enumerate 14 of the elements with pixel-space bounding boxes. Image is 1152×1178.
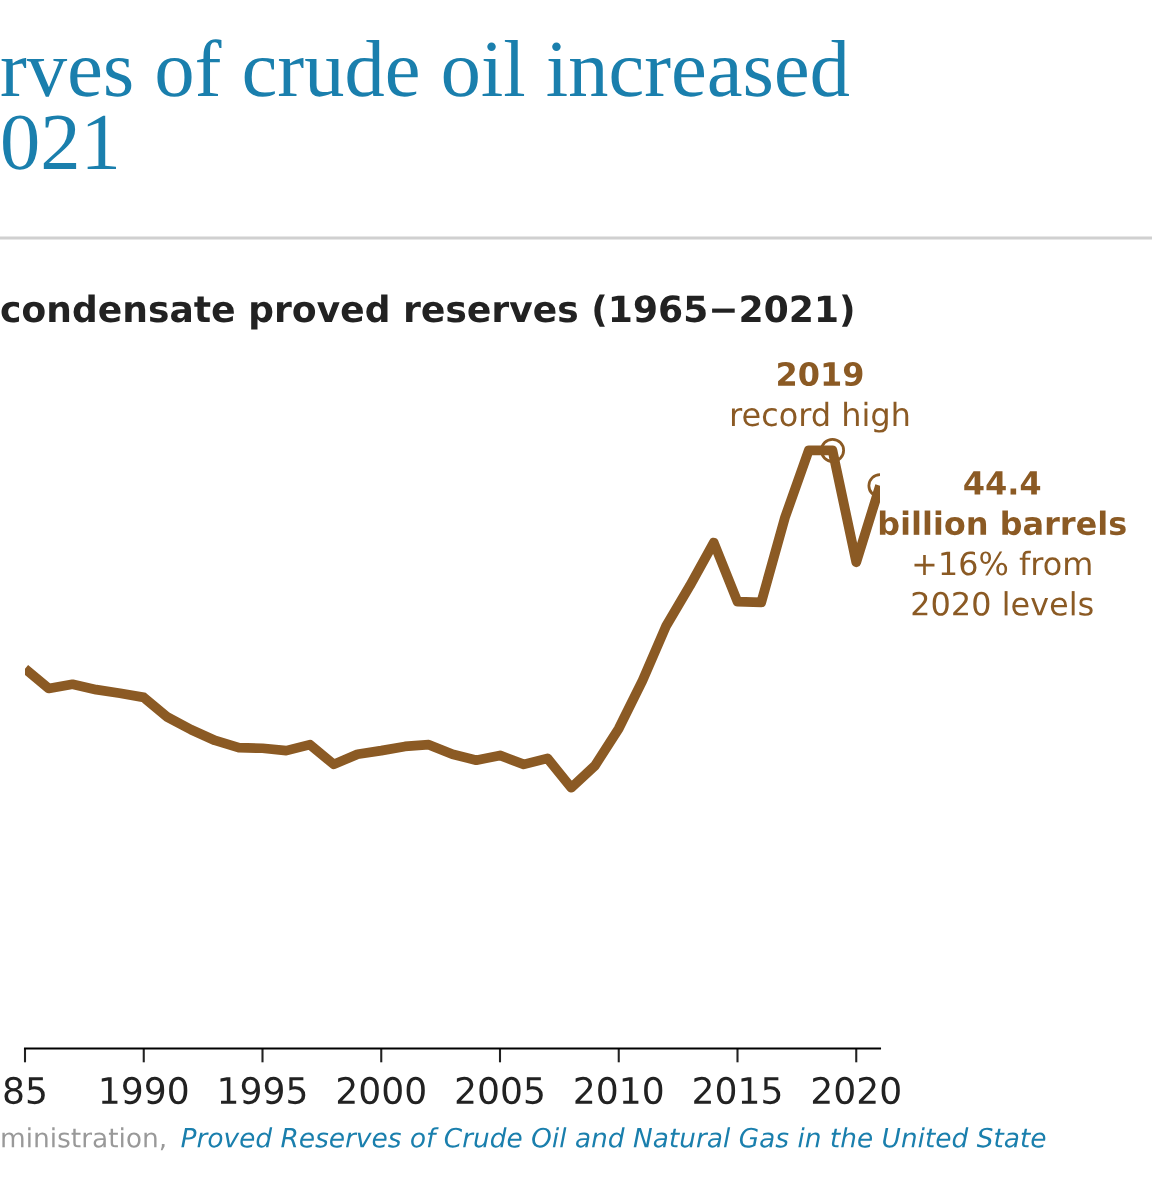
x-tick-label: 2015: [694, 1076, 781, 1105]
chart-title: rves of crude oil increased 021: [1, 39, 849, 170]
x-tick-label: 2020: [812, 1076, 900, 1105]
text: ministration,: [2, 1127, 165, 1151]
x-tick-label: 1995: [220, 1076, 306, 1105]
chart-subtitle: condensate proved reserves (1965−2021): [1, 294, 853, 330]
x-tick-label: 2000: [337, 1076, 425, 1105]
annotation: 44.4 billion barrels +16% from 2020 levels: [879, 471, 1126, 616]
x-tick-label: 2010: [575, 1076, 663, 1105]
x-tick-label: 85: [4, 1076, 45, 1105]
x-tick-label: 1990: [101, 1076, 188, 1105]
annotation: 2019 record high: [731, 361, 909, 433]
text: Proved Reserves of Crude Oil and Natural Gas in the United State: [181, 1127, 1046, 1148]
x-tick-label: 2005: [456, 1076, 543, 1105]
